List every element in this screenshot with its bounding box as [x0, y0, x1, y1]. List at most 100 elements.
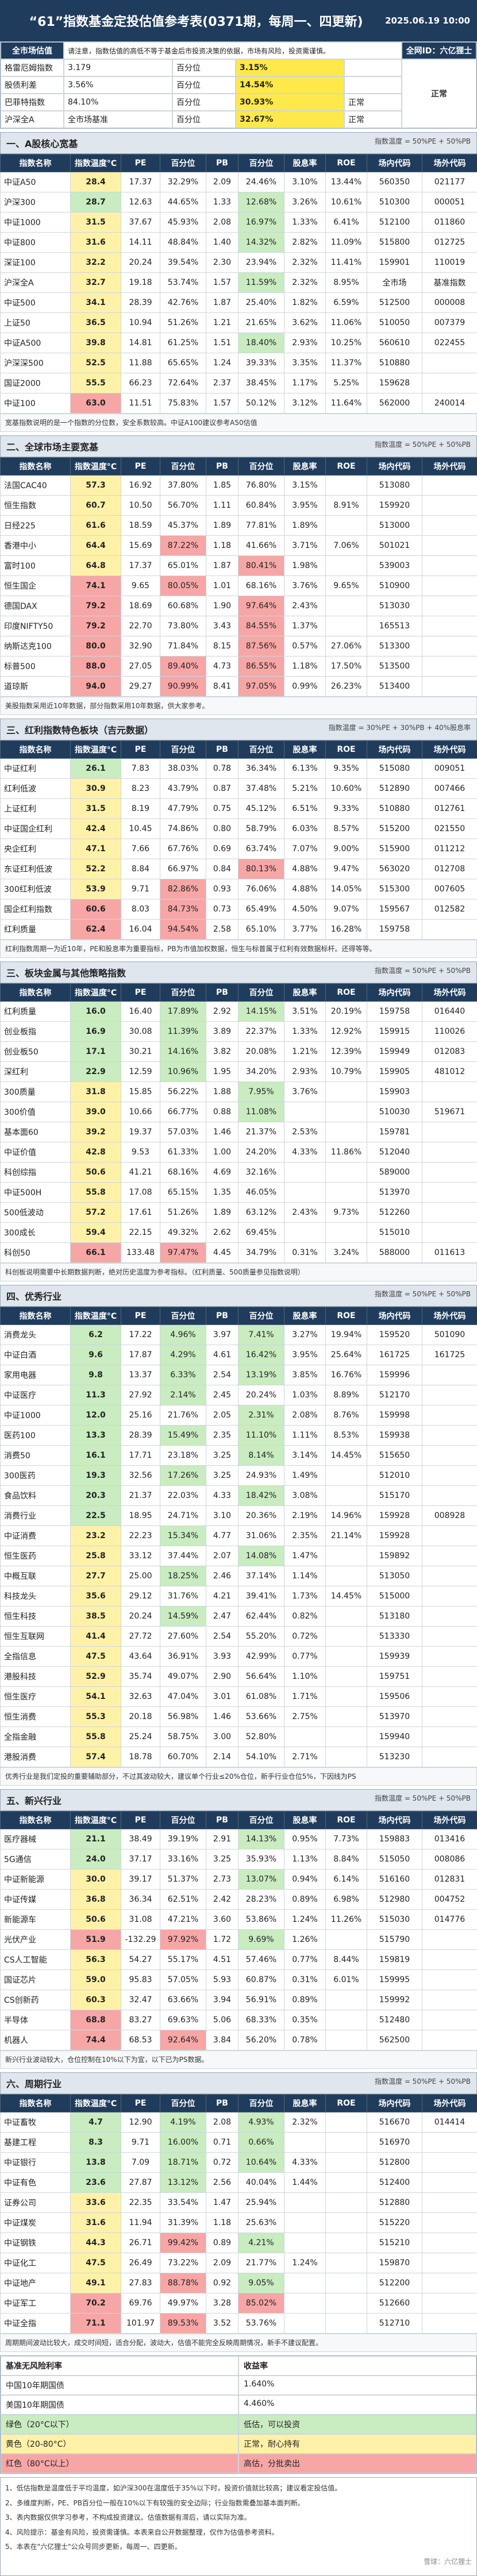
table-cell: 012831 — [422, 1870, 477, 1890]
us-bond-rate: 4.460% — [238, 2395, 476, 2415]
index-name: 中证1000 — [1, 213, 71, 233]
table-cell: 57.46% — [238, 1950, 284, 1970]
table-cell — [422, 1990, 477, 2010]
index-temperature: 39.2 — [71, 1122, 121, 1142]
table-cell: 101.97 — [121, 2314, 160, 2334]
table-cell: 516160 — [367, 1870, 422, 1890]
table-cell: 513180 — [367, 1606, 422, 1627]
section-formula: 指数温度 = 50%PE + 50%PB — [375, 1793, 471, 1807]
table-cell: 0.84 — [206, 859, 238, 879]
index-temperature: 26.1 — [71, 759, 121, 779]
